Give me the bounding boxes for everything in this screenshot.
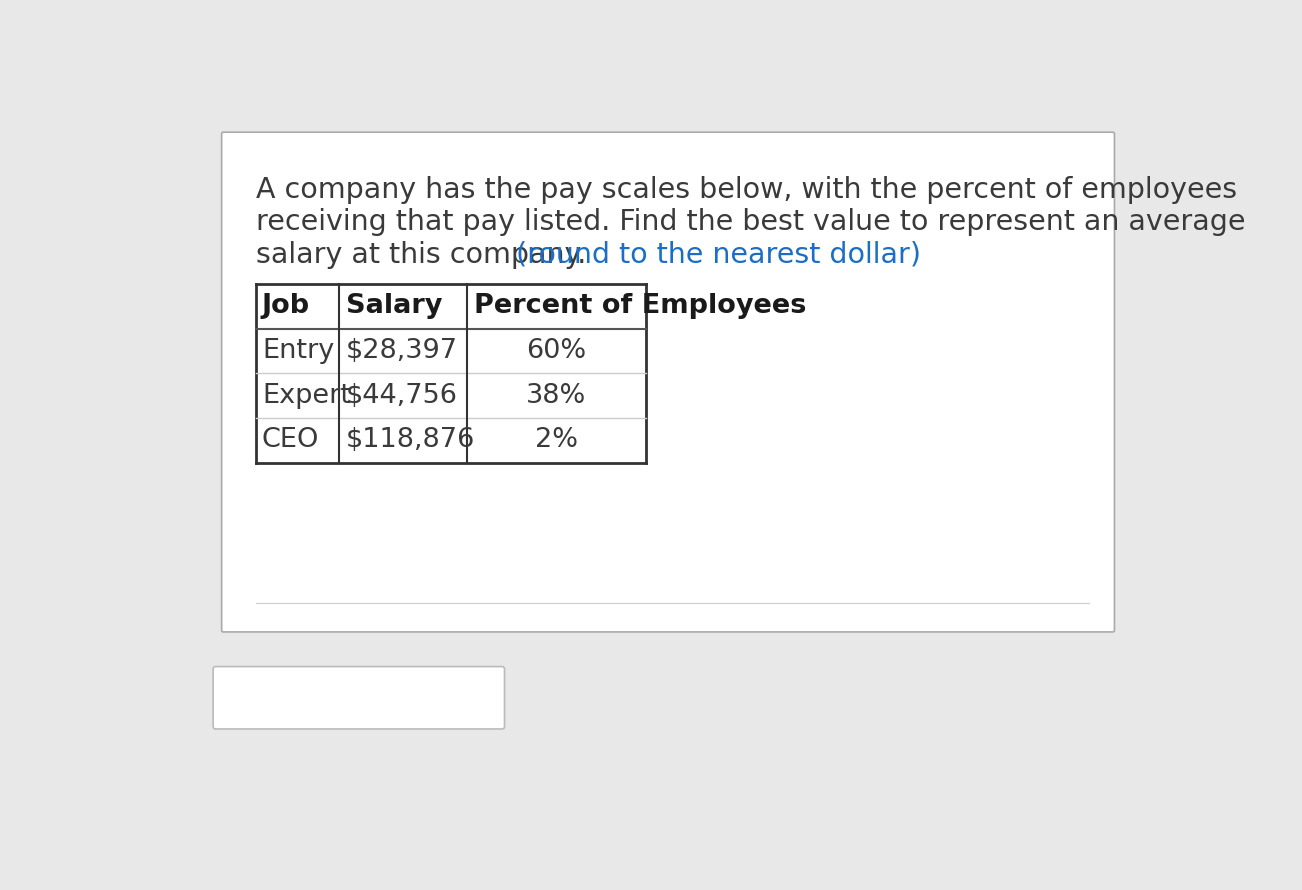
Text: Salary: Salary xyxy=(345,293,441,320)
Text: CEO: CEO xyxy=(262,427,319,453)
Text: 2%: 2% xyxy=(535,427,578,453)
FancyBboxPatch shape xyxy=(221,133,1115,632)
Text: 38%: 38% xyxy=(526,383,587,409)
Text: $118,876: $118,876 xyxy=(345,427,475,453)
Text: $28,397: $28,397 xyxy=(345,338,458,364)
Text: (round to the nearest dollar): (round to the nearest dollar) xyxy=(516,241,921,269)
Text: 60%: 60% xyxy=(526,338,586,364)
Text: Entry: Entry xyxy=(262,338,335,364)
Text: A company has the pay scales below, with the percent of employees: A company has the pay scales below, with… xyxy=(255,176,1237,204)
Text: $44,756: $44,756 xyxy=(345,383,457,409)
Text: receiving that pay listed. Find the best value to represent an average: receiving that pay listed. Find the best… xyxy=(255,208,1245,237)
Text: Expert: Expert xyxy=(262,383,352,409)
FancyBboxPatch shape xyxy=(214,667,504,729)
Text: Percent of Employees: Percent of Employees xyxy=(474,293,806,320)
Text: salary at this company.: salary at this company. xyxy=(255,241,595,269)
Text: Job: Job xyxy=(262,293,310,320)
